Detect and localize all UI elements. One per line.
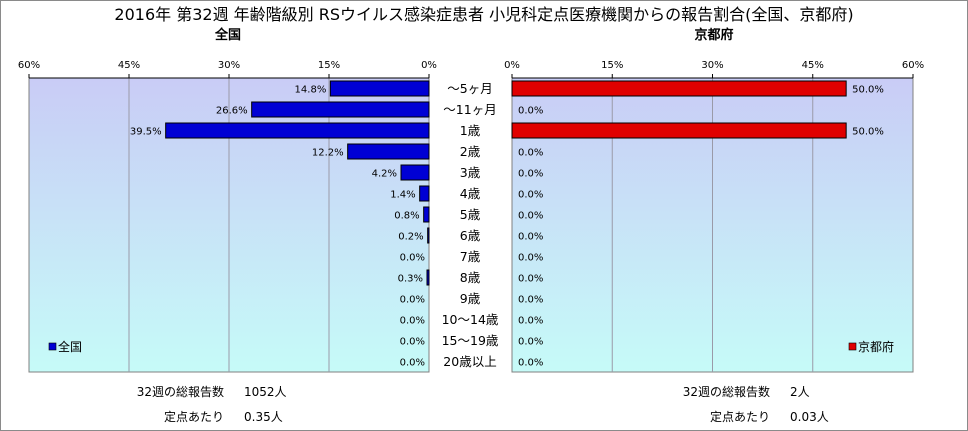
category-label: 6歳 — [460, 228, 481, 243]
x-tick-label: 0% — [421, 60, 437, 71]
data-label: 0.2% — [398, 232, 423, 243]
data-label: 12.2% — [312, 148, 344, 159]
data-label: 39.5% — [130, 127, 162, 138]
data-label: 0.0% — [518, 337, 543, 348]
data-label: 0.8% — [394, 211, 419, 222]
data-label: 0.3% — [398, 274, 423, 285]
right-total-value: 2人 — [790, 385, 810, 399]
data-label: 4.2% — [372, 169, 397, 180]
left-subtitle: 全国 — [214, 27, 241, 43]
bar — [511, 122, 847, 139]
bar — [423, 206, 430, 223]
category-label: 4歳 — [460, 186, 481, 201]
category-label: 7歳 — [460, 249, 481, 264]
x-tick-label: 15% — [318, 60, 340, 71]
bar — [400, 164, 430, 181]
category-label: 3歳 — [460, 165, 481, 180]
category-axis: ～5ヶ月 ～11ヶ月 1歳 2歳 3歳 4歳 5歳 6歳 7歳 8歳 9歳 10～14歳 15～19歳 2… — [442, 81, 499, 369]
data-label: 0.0% — [518, 232, 543, 243]
data-label: 0.0% — [518, 253, 543, 264]
bar — [329, 80, 430, 97]
data-label: 0.0% — [400, 358, 425, 369]
bar — [427, 227, 430, 244]
left-panel: 60% 45% 30% 15% 0% 14.8% 26.6% 39.5% 12.2% 4.2% 1.… — [18, 60, 437, 373]
category-label: 20歳以上 — [443, 354, 496, 369]
bar — [426, 269, 430, 286]
data-label: 0.0% — [400, 316, 425, 327]
left-total-label: 32週の総報告数 — [137, 384, 224, 399]
data-label: 0.0% — [400, 253, 425, 264]
x-tick-label: 45% — [118, 60, 140, 71]
left-per-value: 0.35人 — [244, 410, 283, 424]
category-label: ～5ヶ月 — [447, 81, 492, 96]
category-label: 10～14歳 — [442, 312, 499, 327]
legend-label-right: 京都府 — [858, 339, 894, 354]
category-label: 2歳 — [460, 144, 481, 159]
data-label: 50.0% — [852, 127, 884, 138]
right-panel: 0% 15% 30% 45% 60% 50.0% 0.0% 50.0% 0.0% 0.0% 0.0%… — [504, 60, 924, 373]
data-label: 0.0% — [400, 337, 425, 348]
legend-swatch-left — [48, 342, 57, 351]
category-label: 15～19歳 — [442, 333, 499, 348]
data-label: 0.0% — [518, 190, 543, 201]
bar — [347, 143, 430, 160]
data-label: 0.0% — [518, 169, 543, 180]
bar — [511, 80, 847, 97]
data-label: 0.0% — [518, 358, 543, 369]
category-label: 5歳 — [460, 207, 481, 222]
category-label: ～11ヶ月 — [443, 102, 496, 117]
x-tick-label: 60% — [902, 60, 924, 71]
x-tick-label: 15% — [601, 60, 623, 71]
chart-title: 2016年 第32週 年齢階級別 RSウイルス感染症患者 小児科定点医療機関から… — [114, 5, 853, 24]
x-tick-label: 30% — [701, 60, 723, 71]
right-per-value: 0.03人 — [790, 410, 829, 424]
data-label: 0.0% — [518, 211, 543, 222]
left-total-value: 1052人 — [244, 385, 287, 399]
data-label: 0.0% — [518, 106, 543, 117]
bar — [419, 185, 430, 202]
data-label: 0.0% — [518, 148, 543, 159]
data-label: 1.4% — [390, 190, 415, 201]
data-label: 0.0% — [518, 274, 543, 285]
data-label: 50.0% — [852, 85, 884, 96]
category-label: 8歳 — [460, 270, 481, 285]
data-label: 14.8% — [295, 85, 327, 96]
legend-swatch-right — [848, 342, 857, 351]
x-tick-label: 60% — [18, 60, 40, 71]
data-label: 26.6% — [216, 106, 248, 117]
left-per-label: 定点あたり — [164, 409, 224, 424]
legend-label-left: 全国 — [58, 339, 82, 354]
category-label: 9歳 — [460, 291, 481, 306]
data-label: 0.0% — [400, 295, 425, 306]
category-label: 1歳 — [460, 123, 481, 138]
bar — [165, 122, 430, 139]
right-per-label: 定点あたり — [710, 409, 770, 424]
right-total-label: 32週の総報告数 — [683, 384, 770, 399]
x-tick-label: 0% — [504, 60, 520, 71]
data-label: 0.0% — [518, 316, 543, 327]
data-label: 0.0% — [518, 295, 543, 306]
right-subtitle: 京都府 — [694, 27, 733, 43]
x-tick-label: 45% — [802, 60, 824, 71]
bar — [251, 101, 430, 118]
x-tick-label: 30% — [218, 60, 240, 71]
